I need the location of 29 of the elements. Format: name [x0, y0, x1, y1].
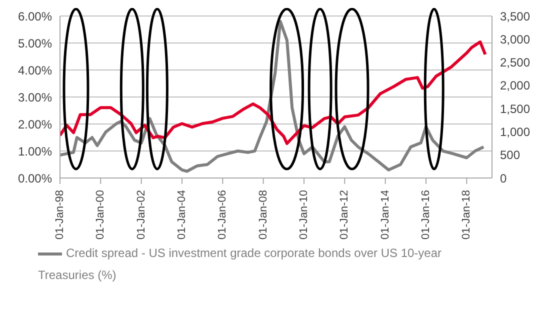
y2-tick-label: 500: [500, 148, 520, 162]
x-tick-label: 01-Jan-00: [94, 190, 107, 240]
x-tick-label: 01-Jan-06: [216, 190, 229, 240]
x-tick-label: 01-Jan-04: [176, 190, 188, 240]
y-tick-label: 3.00%: [18, 90, 52, 104]
y-tick-label: 4.00%: [18, 63, 52, 78]
y2-tick-label: 1,000: [500, 124, 530, 139]
x-tick-label: 01-Jan-16: [420, 190, 432, 240]
y2-tick-label: 1,500: [500, 102, 530, 116]
x-tick-label: 01-Jan-02: [135, 190, 148, 240]
y-tick-label: 6.00%: [18, 9, 52, 24]
x-tick-label: 01-Jan-10: [298, 190, 310, 240]
x-tick-label: 01-Jan-98: [54, 190, 66, 240]
legend-label: Credit spread - US investment grade corporate bonds over US 10-year Treasuries (%): [38, 246, 442, 282]
y-tick-label: 1.00%: [18, 144, 52, 158]
y2-tick-label: 0: [500, 171, 507, 186]
x-tick-label: 01-Jan-14: [379, 190, 392, 240]
y-tick-label: 0.00%: [18, 171, 52, 186]
y2-tick-label: 2,000: [500, 78, 530, 93]
line-series: [60, 20, 486, 173]
y2-tick-label: 3,000: [500, 32, 530, 46]
x-tick-label: 01-Jan-18: [460, 190, 473, 240]
x-tick-label: 01-Jan-12: [338, 190, 351, 240]
y-tick-label: 2.00%: [18, 117, 52, 132]
x-tick-label: 01-Jan-08: [257, 190, 270, 240]
y-tick-label: 5.00%: [18, 36, 52, 50]
line-series: [60, 40, 487, 146]
y2-tick-label: 3,500: [500, 9, 530, 24]
y2-tick-label: 2,500: [500, 56, 530, 70]
